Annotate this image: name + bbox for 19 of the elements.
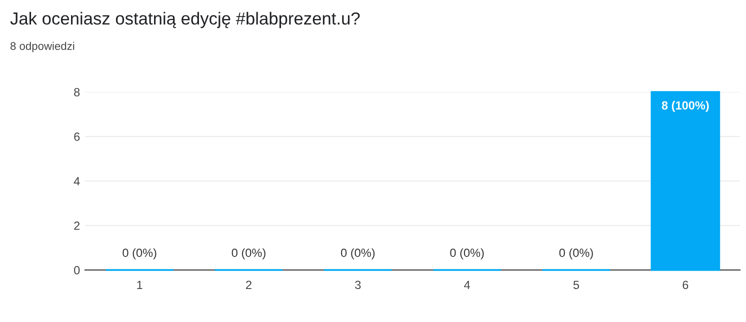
chart-subtitle: 8 odpowiedzi [10,42,74,52]
y-tick-label: 2 [74,222,80,230]
data-label: 0 (0%) [122,248,156,260]
y-tick-label: 4 [74,177,80,186]
x-tick-label: 5 [573,280,580,290]
data-label: 0 (0%) [450,248,484,260]
x-tick-label: 6 [682,280,688,290]
y-tick-label: 0 [74,266,80,274]
data-label: 0 (0%) [232,248,266,260]
x-tick-label: 1 [137,280,142,289]
x-tick-label: 2 [246,280,252,289]
data-label: 8 (100%) [662,100,709,112]
x-tick-label: 4 [464,280,470,289]
data-label: 0 (0%) [340,248,375,260]
y-tick-label: 8 [74,88,80,96]
x-tick-label: 3 [355,280,361,290]
data-label: 0 (0%) [559,248,593,260]
chart-title: Jak oceniasz ostatnią edycję #blabprezent.u? [10,12,360,28]
y-tick-label: 6 [74,132,80,141]
